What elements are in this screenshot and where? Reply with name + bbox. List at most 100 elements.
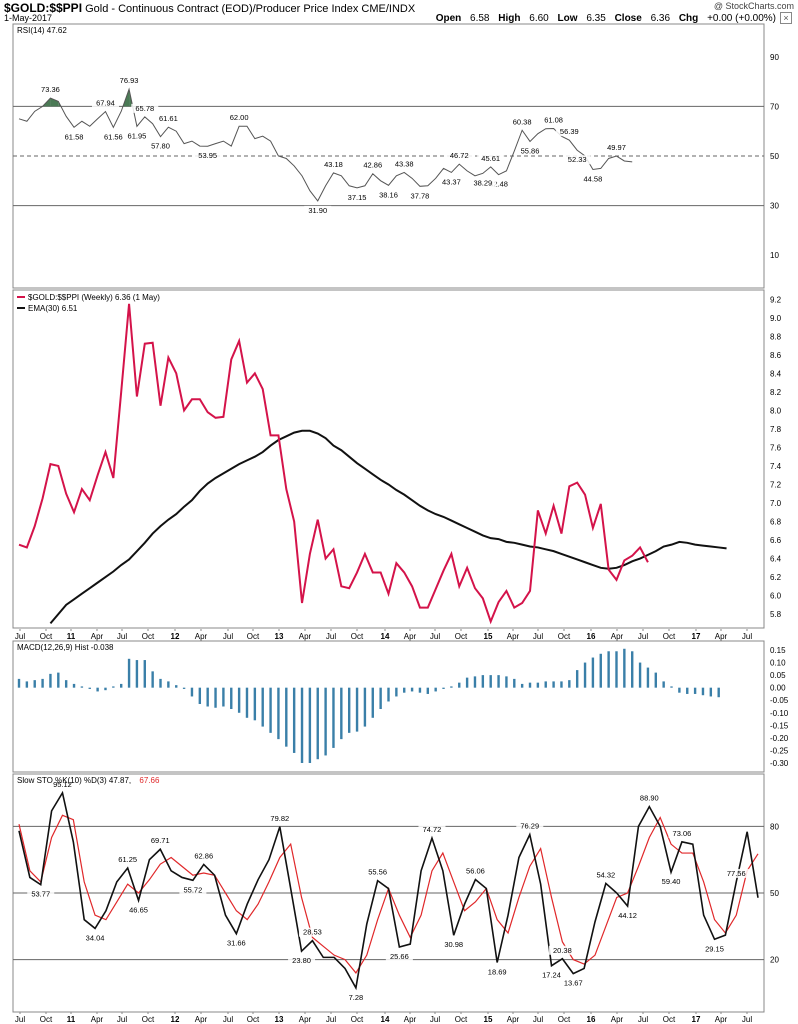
stoch-value-label: 62.86 <box>194 851 213 860</box>
stoch-value-label-bg <box>125 905 153 915</box>
rsi-value-label: 37.15 <box>348 193 367 202</box>
price-axis-label: 7.4 <box>770 462 782 471</box>
macd-hist-bar <box>17 678 21 688</box>
rsi-value-label: 61.61 <box>159 114 178 123</box>
macd-hist-bar <box>473 676 477 688</box>
close-label: Close <box>614 13 642 24</box>
macd-hist-bar <box>489 675 492 688</box>
macd-hist-bar <box>64 680 68 688</box>
stoch-value-label: 29.15 <box>705 944 724 953</box>
price-x-tick-label: Apr <box>195 632 208 641</box>
stoch-value-label: 7.28 <box>349 993 364 1002</box>
stoch-x-tick-label: Oct <box>558 1015 571 1024</box>
macd-hist-bar <box>324 687 327 756</box>
macd-hist-bar <box>670 686 673 688</box>
price-x-tick-label: Jul <box>117 632 127 641</box>
macd-hist-bar <box>701 687 705 696</box>
macd-hist-bar <box>458 682 461 688</box>
rsi-value-label: 37.78 <box>411 191 430 200</box>
macd-hist-bar <box>96 687 99 692</box>
stoch-x-tick-label: Apr <box>611 1015 624 1024</box>
macd-hist-bar <box>371 687 374 718</box>
macd-hist-bar <box>167 681 170 688</box>
x-icon[interactable]: × <box>780 12 792 24</box>
stoch-x-tick-label: Oct <box>142 1015 155 1024</box>
stoch-x-tick-label: Oct <box>40 1015 53 1024</box>
stoch-x-tick-label: Apr <box>91 1015 104 1024</box>
macd-hist-bar <box>253 687 257 721</box>
macd-hist-bar <box>591 657 595 688</box>
stoch-value-label: 73.06 <box>673 829 692 838</box>
sto-axis-label: 50 <box>770 889 779 898</box>
price-x-tick-label: Jul <box>742 632 752 641</box>
macd-hist-bar <box>544 681 547 688</box>
rsi-value-label-bg <box>437 177 465 187</box>
price-x-tick-label: 14 <box>381 632 390 641</box>
macd-hist-bar <box>175 685 178 688</box>
macd-axis-label: -0.25 <box>770 746 789 755</box>
macd-hist-bar <box>277 687 280 740</box>
rsi-value-label-bg <box>563 155 591 165</box>
price-axis-label: 9.2 <box>770 295 782 304</box>
stoch-x-tick-label: Oct <box>247 1015 260 1024</box>
price-x-tick-label: Jul <box>430 632 440 641</box>
stoch-value-label-bg <box>592 870 620 880</box>
stoch-value-label: 13.67 <box>564 979 583 988</box>
rsi-value-label: 67.94 <box>96 99 115 108</box>
rsi-value-label: 38.29 <box>473 178 492 187</box>
macd-hist-bar <box>528 682 532 688</box>
stoch-value-label: 59.40 <box>662 877 681 886</box>
rsi-axis-label: 30 <box>770 202 779 211</box>
stoch-value-label-bg <box>418 825 446 835</box>
sto-axis-label: 20 <box>770 956 779 965</box>
price-axis-label: 6.2 <box>770 573 782 582</box>
rsi-value-label-bg <box>147 141 175 151</box>
open-label: Open <box>435 13 462 24</box>
price-axis-label: 7.8 <box>770 425 782 434</box>
price-x-tick-label: 17 <box>692 632 701 641</box>
stoch-x-tick-label: Jul <box>742 1015 752 1024</box>
rsi-value-label-bg <box>485 179 513 189</box>
macd-hist-bar <box>560 681 563 688</box>
macd-hist-bar <box>332 687 335 748</box>
close-value: 6.36 <box>650 13 671 24</box>
rsi-value-label-bg <box>602 143 630 153</box>
stoch-value-label-bg <box>364 867 392 877</box>
stoch-value-label: 76.29 <box>520 822 539 831</box>
rsi-value-label-bg <box>477 153 505 163</box>
stoch-value-label: 18.69 <box>488 968 507 977</box>
rsi-line <box>18 87 633 202</box>
stoch-value-label: 46.65 <box>129 905 148 914</box>
rsi-value-label-bg <box>99 132 127 142</box>
stoch-value-label: 77.56 <box>727 869 746 878</box>
macd-hist-bar <box>292 687 296 753</box>
panel-frame-1 <box>12 289 765 629</box>
stoch-x-tick-label: Apr <box>299 1015 312 1024</box>
rsi-value-label: 61.56 <box>104 132 123 141</box>
macd-hist-bar <box>340 687 343 740</box>
rsi-value-label-bg <box>304 205 332 215</box>
rsi-value-label: 43.18 <box>324 160 343 169</box>
stoch-value-label-bg <box>48 779 76 789</box>
stoch-value-label: 34.04 <box>86 933 105 942</box>
stoch-value-label: 20.38 <box>553 946 572 955</box>
price-x-tick-label: Oct <box>351 632 364 641</box>
macd-hist-bar <box>25 681 29 688</box>
macd-hist-bar <box>442 687 445 689</box>
rsi-value-label: 42.86 <box>363 161 382 170</box>
macd-hist-bar <box>57 672 60 688</box>
macd-hist-bar <box>686 687 689 694</box>
rsi-value-label-bg <box>123 131 151 141</box>
macd-hist-bar <box>159 678 162 688</box>
ema-legend: EMA(30) 6.51 <box>28 304 78 313</box>
rsi-value-label-bg <box>225 113 253 123</box>
stoch-value-label-bg <box>27 889 55 899</box>
rsi-value-label-bg <box>540 115 568 125</box>
chart-title: $GOLD:$$PPI Gold - Continuous Contract (… <box>4 1 415 15</box>
macd-hist-bar <box>552 681 555 688</box>
stoch-value-label: 17.24 <box>542 971 561 980</box>
stoch-value-label: 28.53 <box>303 928 322 937</box>
price-legend: $GOLD:$$PPI (Weekly) 6.36 (1 May) <box>28 293 160 302</box>
rsi-value-label: 52.33 <box>568 155 587 164</box>
